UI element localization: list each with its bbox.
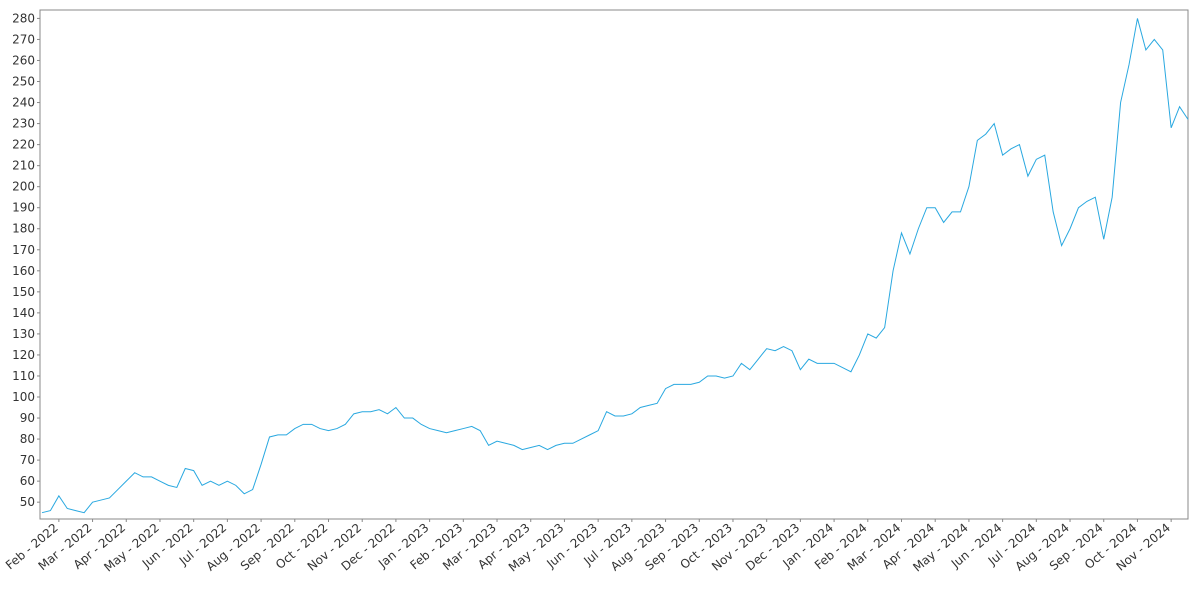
- y-tick-label: 270: [12, 32, 35, 46]
- y-tick-label: 190: [12, 201, 35, 215]
- price-line: [41, 18, 1189, 514]
- y-tick-label: 280: [12, 11, 35, 25]
- y-tick-label: 70: [20, 453, 35, 467]
- y-tick-label: 260: [12, 53, 35, 67]
- y-tick-label: 220: [12, 138, 35, 152]
- y-tick-label: 150: [12, 285, 35, 299]
- y-tick-label: 230: [12, 117, 35, 131]
- y-tick-label: 200: [12, 180, 35, 194]
- y-tick-label: 170: [12, 243, 35, 257]
- y-tick-label: 180: [12, 222, 35, 236]
- y-tick-label: 130: [12, 327, 35, 341]
- plot-frame: [39, 9, 1189, 520]
- y-tick-label: 240: [12, 96, 35, 110]
- y-tick-label: 60: [20, 474, 35, 488]
- y-tick-label: 90: [20, 411, 35, 425]
- y-tick-label: 110: [12, 369, 35, 383]
- y-tick-label: 120: [12, 348, 35, 362]
- y-tick-label: 80: [20, 432, 35, 446]
- y-tick-label: 50: [20, 495, 35, 509]
- y-tick-label: 100: [12, 390, 35, 404]
- y-tick-label: 210: [12, 159, 35, 173]
- y-tick-label: 250: [12, 75, 35, 89]
- y-tick-label: 140: [12, 306, 35, 320]
- y-tick-label: 160: [12, 264, 35, 278]
